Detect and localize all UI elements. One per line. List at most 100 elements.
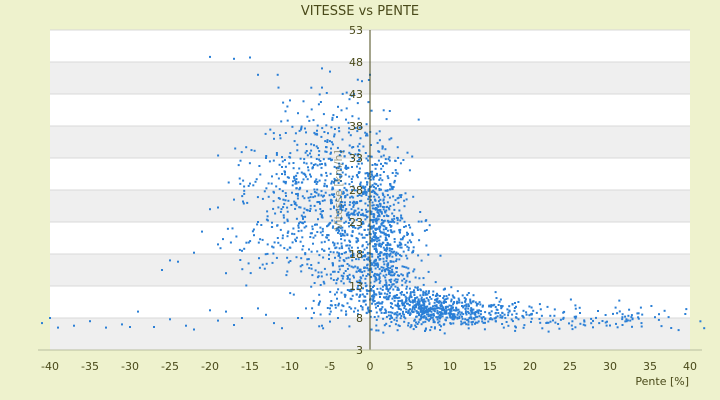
data-point — [626, 319, 629, 322]
data-point — [457, 297, 460, 300]
data-point — [406, 234, 409, 236]
data-point — [342, 275, 345, 278]
data-point — [390, 185, 393, 188]
data-point — [545, 322, 548, 324]
data-point — [249, 56, 251, 59]
data-point — [312, 242, 314, 245]
data-point — [449, 309, 452, 311]
data-point — [352, 288, 355, 291]
data-point — [357, 309, 359, 312]
data-point — [528, 314, 531, 317]
data-point — [376, 141, 379, 144]
data-point — [374, 234, 377, 236]
data-point — [322, 280, 325, 283]
data-point — [318, 179, 321, 182]
data-point — [430, 314, 432, 317]
data-point — [470, 310, 473, 313]
data-point — [281, 166, 283, 168]
data-point — [637, 316, 640, 319]
data-point — [640, 325, 643, 328]
data-point — [456, 300, 459, 303]
data-point — [471, 320, 474, 323]
data-point — [352, 204, 355, 207]
data-point — [362, 145, 365, 148]
data-point — [427, 308, 430, 311]
data-point — [385, 295, 388, 298]
data-point — [501, 311, 504, 314]
x-tick-label: -25 — [161, 360, 179, 373]
data-point — [403, 307, 406, 310]
data-point — [348, 290, 351, 292]
data-point — [379, 308, 382, 311]
data-point — [388, 295, 391, 298]
data-point — [353, 211, 356, 214]
data-point — [344, 295, 347, 298]
data-point — [385, 285, 388, 288]
data-point — [347, 276, 349, 279]
data-point — [303, 220, 306, 223]
data-point — [319, 213, 322, 216]
data-point — [346, 267, 349, 270]
data-point — [462, 306, 465, 309]
data-point — [319, 101, 322, 103]
data-point — [297, 230, 300, 233]
data-point — [370, 310, 373, 313]
data-point — [472, 294, 475, 297]
data-point — [419, 211, 422, 213]
data-point — [334, 304, 337, 306]
data-point — [389, 205, 392, 208]
data-point — [265, 187, 268, 190]
data-point — [256, 196, 259, 199]
data-point — [349, 201, 352, 204]
data-point — [423, 310, 426, 313]
data-point — [377, 329, 380, 332]
data-point — [416, 287, 419, 290]
data-point — [409, 226, 412, 229]
data-point — [511, 313, 514, 316]
data-point — [407, 324, 410, 327]
data-point — [376, 204, 379, 207]
data-point — [322, 327, 325, 330]
data-point — [441, 308, 444, 311]
data-point — [420, 315, 422, 318]
data-point — [378, 228, 381, 231]
data-point — [699, 320, 702, 323]
data-point — [432, 305, 434, 308]
data-point — [350, 178, 353, 180]
data-point — [391, 271, 394, 274]
data-point — [342, 205, 345, 207]
x-tick-label: -10 — [281, 360, 299, 373]
data-point — [354, 189, 356, 192]
data-point — [448, 293, 451, 296]
data-point — [415, 303, 418, 306]
data-point — [252, 184, 255, 187]
data-point — [330, 180, 333, 183]
data-point — [193, 328, 195, 331]
data-point — [329, 70, 331, 73]
data-point — [625, 320, 628, 323]
data-point — [367, 309, 370, 312]
x-tick-label: -5 — [325, 360, 336, 373]
data-point — [394, 159, 397, 162]
data-point — [281, 327, 283, 330]
data-point — [400, 214, 403, 217]
data-point — [351, 166, 353, 168]
data-point — [335, 291, 338, 294]
data-point — [621, 313, 624, 316]
data-point — [562, 317, 565, 320]
data-point — [311, 167, 314, 170]
data-point — [313, 190, 316, 193]
data-point — [382, 154, 385, 157]
data-point — [298, 206, 301, 209]
data-point — [405, 297, 408, 300]
data-point — [541, 327, 544, 330]
data-point — [456, 316, 459, 319]
data-point — [657, 318, 660, 321]
data-point — [379, 205, 382, 208]
data-point — [330, 300, 333, 302]
data-point — [310, 108, 313, 111]
data-point — [394, 253, 397, 255]
data-point — [335, 229, 338, 232]
data-point — [323, 240, 326, 243]
data-point — [469, 298, 472, 301]
